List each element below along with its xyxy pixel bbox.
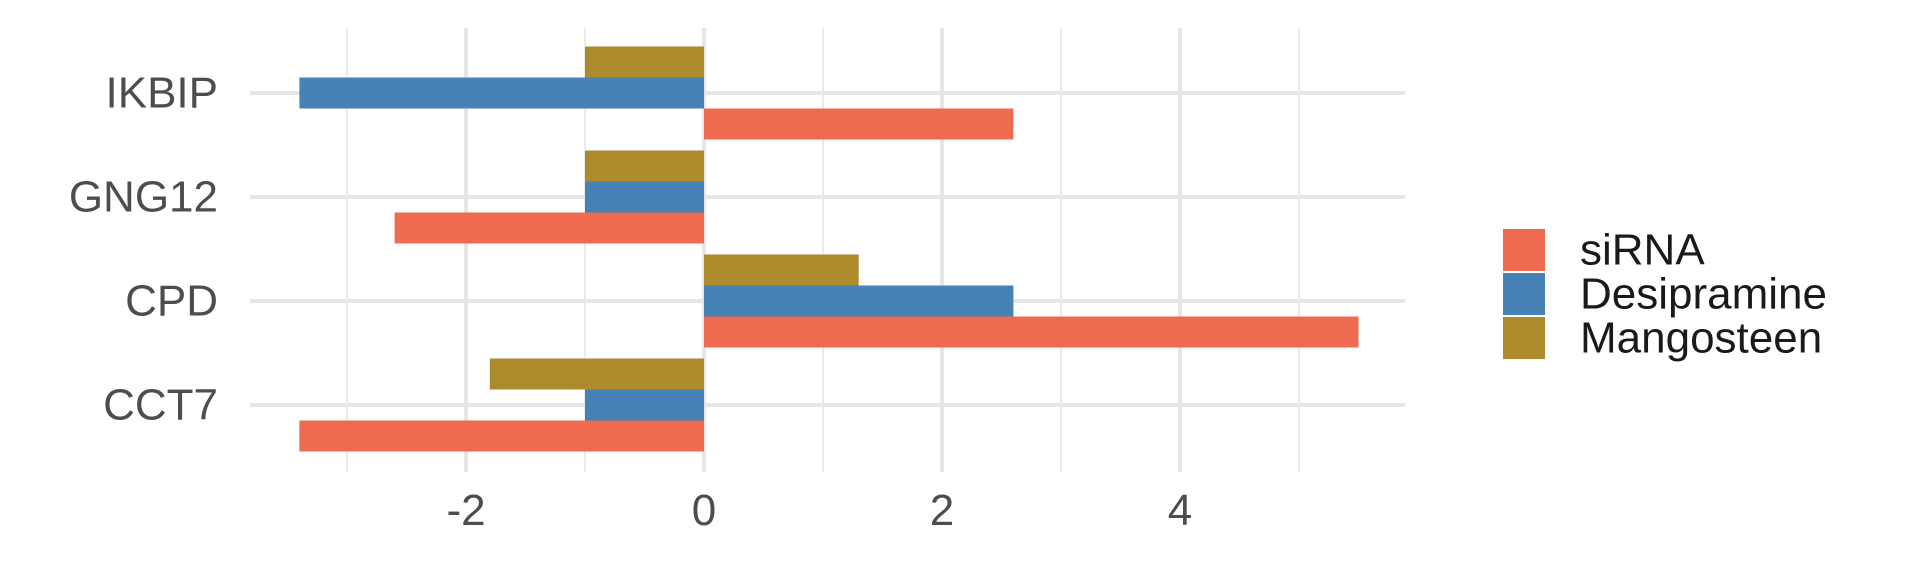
bar-cpd-sirna <box>704 316 1359 348</box>
bar-cct7-mangosteen <box>489 358 704 390</box>
bar-cpd-desipramine <box>704 285 1014 317</box>
x-tick-label: -2 <box>446 486 485 535</box>
y-tick-label-ikbip: IKBIP <box>106 69 219 118</box>
legend-swatch <box>1503 317 1545 359</box>
x-axis-labels: -2 0 2 4 <box>446 486 1192 535</box>
legend-item-sirna: siRNA <box>1503 226 1705 275</box>
legend-item-mangosteen: Mangosteen <box>1503 314 1822 363</box>
legend-swatch <box>1503 229 1545 271</box>
bar-ikbip-desipramine <box>299 77 704 109</box>
bar-cct7-sirna <box>299 420 704 452</box>
bars <box>299 46 1359 452</box>
x-tick-label: 2 <box>930 486 954 535</box>
bar-ikbip-sirna <box>704 108 1014 140</box>
legend-swatch <box>1503 273 1545 315</box>
legend-label: Desipramine <box>1580 270 1827 319</box>
bar-gng12-mangosteen <box>585 150 704 182</box>
bar-ikbip-mangosteen <box>585 46 704 78</box>
bar-gng12-desipramine <box>585 181 704 213</box>
bar-cpd-mangosteen <box>704 254 859 286</box>
legend-item-desipramine: Desipramine <box>1503 270 1827 319</box>
bar-gng12-sirna <box>394 212 704 244</box>
y-tick-label-cpd: CPD <box>125 277 218 326</box>
legend-label: Mangosteen <box>1580 314 1822 363</box>
y-axis-labels: IKBIP GNG12 CPD CCT7 <box>69 69 218 430</box>
y-tick-label-gng12: GNG12 <box>69 173 218 222</box>
y-tick-label-cct7: CCT7 <box>103 381 218 430</box>
legend-label: siRNA <box>1580 226 1705 275</box>
x-tick-label: 0 <box>692 486 716 535</box>
bar-cct7-desipramine <box>585 389 704 421</box>
x-tick-label: 4 <box>1168 486 1192 535</box>
